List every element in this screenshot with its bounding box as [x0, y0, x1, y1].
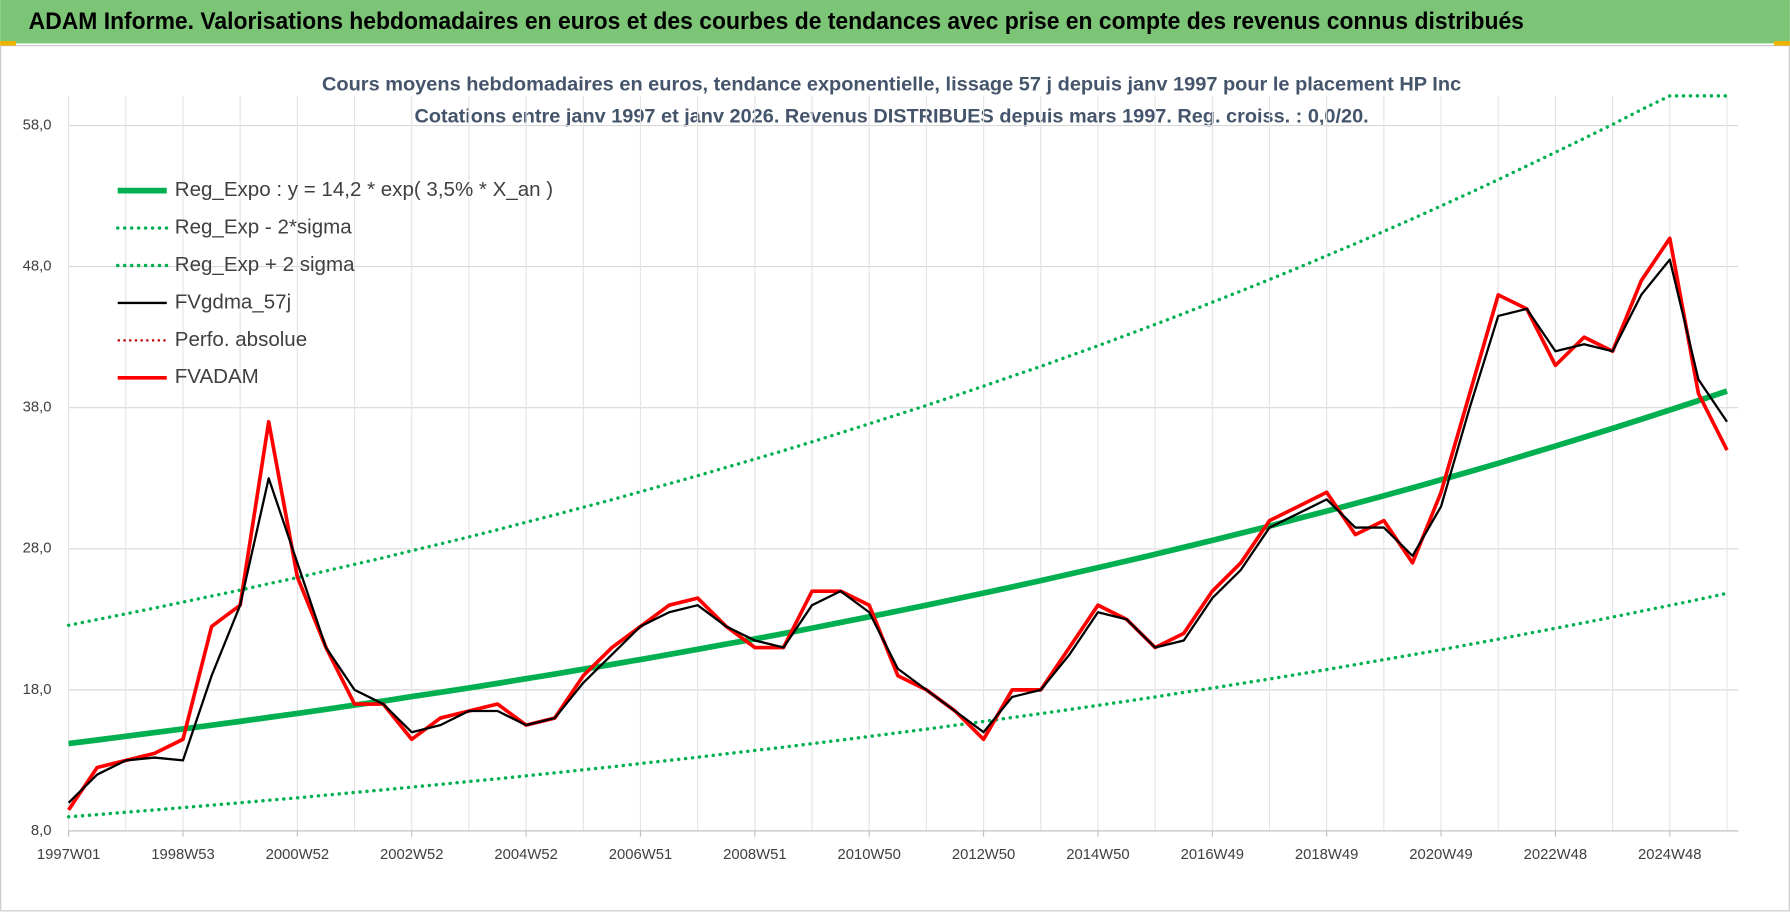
x-tick-label: 2018W49	[1295, 847, 1358, 863]
header-bar	[0, 0, 1790, 44]
x-tick-label: 2016W49	[1181, 847, 1244, 863]
chart-frame	[0, 45, 1790, 912]
chart-subtitle: Cotations entre janv 1997 et janv 2026. …	[414, 106, 1368, 128]
chart-title: Cours moyens hebdomadaires en euros, ten…	[322, 74, 1461, 96]
legend-label: Reg_Exp + 2 sigma	[175, 253, 355, 276]
x-tick-label: 2006W51	[609, 847, 672, 863]
x-tick-label: 2004W52	[494, 847, 557, 863]
y-tick-label: 38,0	[23, 400, 52, 416]
y-tick-label: 18,0	[23, 682, 52, 698]
corner-mark	[1773, 41, 1790, 46]
x-tick-label: 1997W01	[37, 847, 100, 863]
header-title: ADAM Informe. Valorisations hebdomadaire…	[29, 8, 1524, 35]
x-tick-label: 2002W52	[380, 847, 443, 863]
legend-label: Reg_Exp - 2*sigma	[175, 215, 352, 238]
y-tick-label: 58,0	[23, 117, 52, 133]
series-line	[67, 258, 1728, 804]
series-line	[66, 94, 1729, 627]
y-tick-label: 8,0	[31, 823, 52, 839]
x-tick-label: 2014W50	[1066, 847, 1129, 863]
x-tick-label: 1998W53	[151, 847, 214, 863]
x-tick-label: 2020W49	[1409, 847, 1472, 863]
x-tick-label: 2012W50	[952, 847, 1015, 863]
series-line	[66, 591, 1729, 819]
series-line	[67, 236, 1729, 811]
legend-label: FVADAM	[175, 365, 259, 388]
x-tick-label: 2022W48	[1524, 847, 1587, 863]
legend-label: FVgdma_57j	[175, 290, 291, 313]
x-tick-label: 2010W50	[837, 847, 900, 863]
y-tick-label: 28,0	[23, 541, 52, 557]
legend-label: Perfo. absolue	[175, 328, 307, 351]
x-tick-label: 2008W51	[723, 847, 786, 863]
x-tick-label: 2024W48	[1638, 847, 1701, 863]
corner-mark	[0, 41, 17, 46]
x-tick-label: 2000W52	[266, 847, 329, 863]
legend-label: Reg_Expo : y = 14,2 * exp( 3,5% * X_an )	[175, 178, 553, 201]
y-tick-label: 48,0	[23, 259, 52, 275]
